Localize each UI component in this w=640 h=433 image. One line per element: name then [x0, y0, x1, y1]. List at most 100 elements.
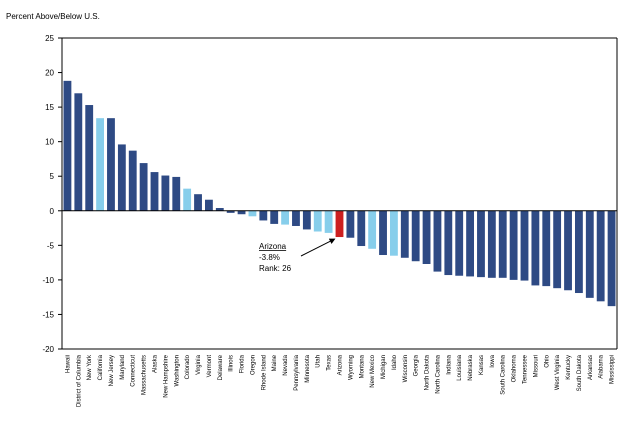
y-axis-title: Percent Above/Below U.S. — [6, 12, 100, 21]
annotation-value: -3.8% — [259, 253, 280, 262]
category-label: Delaware — [218, 354, 224, 380]
category-label: Vermont — [207, 355, 213, 378]
category-label: Virginia — [196, 354, 202, 375]
category-label: Massachusetts — [142, 355, 148, 395]
category-label: Washington — [174, 355, 180, 386]
bar-vermont — [204, 199, 213, 211]
category-label: Illinois — [229, 355, 235, 372]
category-label: Oregon — [250, 355, 256, 375]
bar-minnesota — [302, 210, 311, 230]
bar-west-virginia — [553, 210, 562, 289]
bar-new-jersey — [107, 118, 115, 211]
bar-nebraska — [466, 210, 475, 277]
bar-alabama — [596, 210, 605, 302]
y-tick-label: -15 — [42, 310, 54, 319]
bar-montana — [357, 210, 366, 247]
category-label: West Virginia — [555, 354, 561, 390]
y-tick-label: 15 — [45, 103, 54, 112]
annotation-arrow — [300, 238, 336, 257]
bar-iowa — [487, 210, 496, 278]
bar-south-dakota — [574, 210, 583, 294]
category-label: Maryland — [120, 355, 126, 380]
bar-connecticut — [128, 150, 137, 211]
y-tick-label: 25 — [45, 34, 54, 43]
bar-ohio — [542, 210, 551, 287]
bar-arkansas — [585, 210, 594, 298]
bar-nevada — [281, 210, 290, 225]
y-tick-label: -20 — [42, 345, 54, 354]
category-label: Connecticut — [131, 355, 137, 387]
category-label: Texas — [327, 355, 333, 371]
category-label: Florida — [240, 354, 246, 373]
bar-tennessee — [520, 210, 529, 281]
bar-rhode-island — [259, 210, 268, 221]
bar-florida — [237, 210, 246, 215]
category-label: Pennsylvania — [294, 354, 300, 390]
bar-texas — [324, 210, 333, 233]
category-label: Colorado — [185, 354, 191, 379]
annotation-background — [255, 240, 305, 276]
bar-illinois — [226, 210, 235, 213]
category-label: Oklahoma — [512, 354, 518, 382]
category-label: Georgia — [414, 354, 420, 376]
bar-idaho — [389, 210, 398, 256]
annotation-group: Arizona -3.8% Rank: 26 — [255, 238, 336, 276]
category-label: New Mexico — [370, 354, 376, 387]
bar-maryland — [117, 144, 126, 211]
bar-missouri — [531, 210, 540, 286]
category-label: Nebraska — [468, 354, 474, 380]
bar-hawaii — [63, 80, 72, 211]
bar-new-york — [85, 105, 94, 211]
y-tick-label: 10 — [45, 138, 54, 147]
y-tick-label: 20 — [45, 69, 54, 78]
bar-wyoming — [346, 210, 355, 238]
bar-mississippi — [607, 210, 616, 307]
bar-washington — [172, 176, 181, 211]
bar-georgia — [411, 210, 420, 262]
bar-oklahoma — [509, 210, 518, 280]
category-label: New Hampshire — [163, 354, 169, 397]
bar-virginia — [194, 194, 202, 211]
bar-new-hampshire — [161, 175, 170, 211]
category-label: California — [98, 354, 104, 380]
category-label: Utah — [316, 355, 322, 368]
bar-south-carolina — [498, 210, 507, 278]
bar-north-dakota — [422, 210, 431, 264]
bar-oregon — [248, 210, 257, 217]
category-label: South Dakota — [577, 354, 583, 391]
bar-massachusetts — [139, 163, 148, 211]
category-label: Tennessee — [523, 354, 529, 384]
bar-delaware — [215, 208, 224, 211]
category-label: Mississippi — [610, 355, 616, 384]
bar-wisconsin — [400, 210, 409, 258]
category-label: Kentucky — [566, 355, 572, 380]
category-label: Montana — [359, 354, 365, 378]
category-label: South Carolina — [501, 354, 507, 394]
category-label: Arkansas — [588, 355, 594, 380]
bar-colorado — [183, 188, 192, 211]
bar-kentucky — [564, 210, 572, 291]
category-label: Rhode Island — [261, 355, 267, 390]
category-label: Michigan — [381, 355, 387, 379]
annotation-state: Arizona — [259, 242, 287, 251]
category-label: Louisiana — [457, 354, 463, 380]
category-label: Kansas — [479, 355, 485, 375]
category-label: Minnesota — [305, 354, 311, 382]
annotation-rank: Rank: 26 — [259, 264, 292, 273]
y-tick-label: -5 — [47, 241, 55, 250]
bar-arizona — [335, 210, 344, 238]
bar-north-carolina — [433, 210, 442, 272]
bar-utah — [313, 210, 322, 232]
bar-alaska — [150, 172, 159, 211]
y-tick-label: -10 — [42, 276, 54, 285]
category-label: Indiana — [446, 354, 452, 374]
bar-kansas — [477, 210, 485, 278]
category-label: North Dakota — [425, 354, 431, 390]
category-label: Arizona — [338, 354, 344, 375]
y-tick-label: 0 — [50, 207, 55, 216]
category-label: North Carolina — [435, 354, 441, 393]
bar-district-of-columbia — [74, 93, 83, 211]
bar-pennsylvania — [292, 210, 300, 226]
category-labels-group: Hawaii District of Columbia New York Califo… — [65, 354, 615, 407]
y-tick-label: 5 — [50, 172, 55, 181]
